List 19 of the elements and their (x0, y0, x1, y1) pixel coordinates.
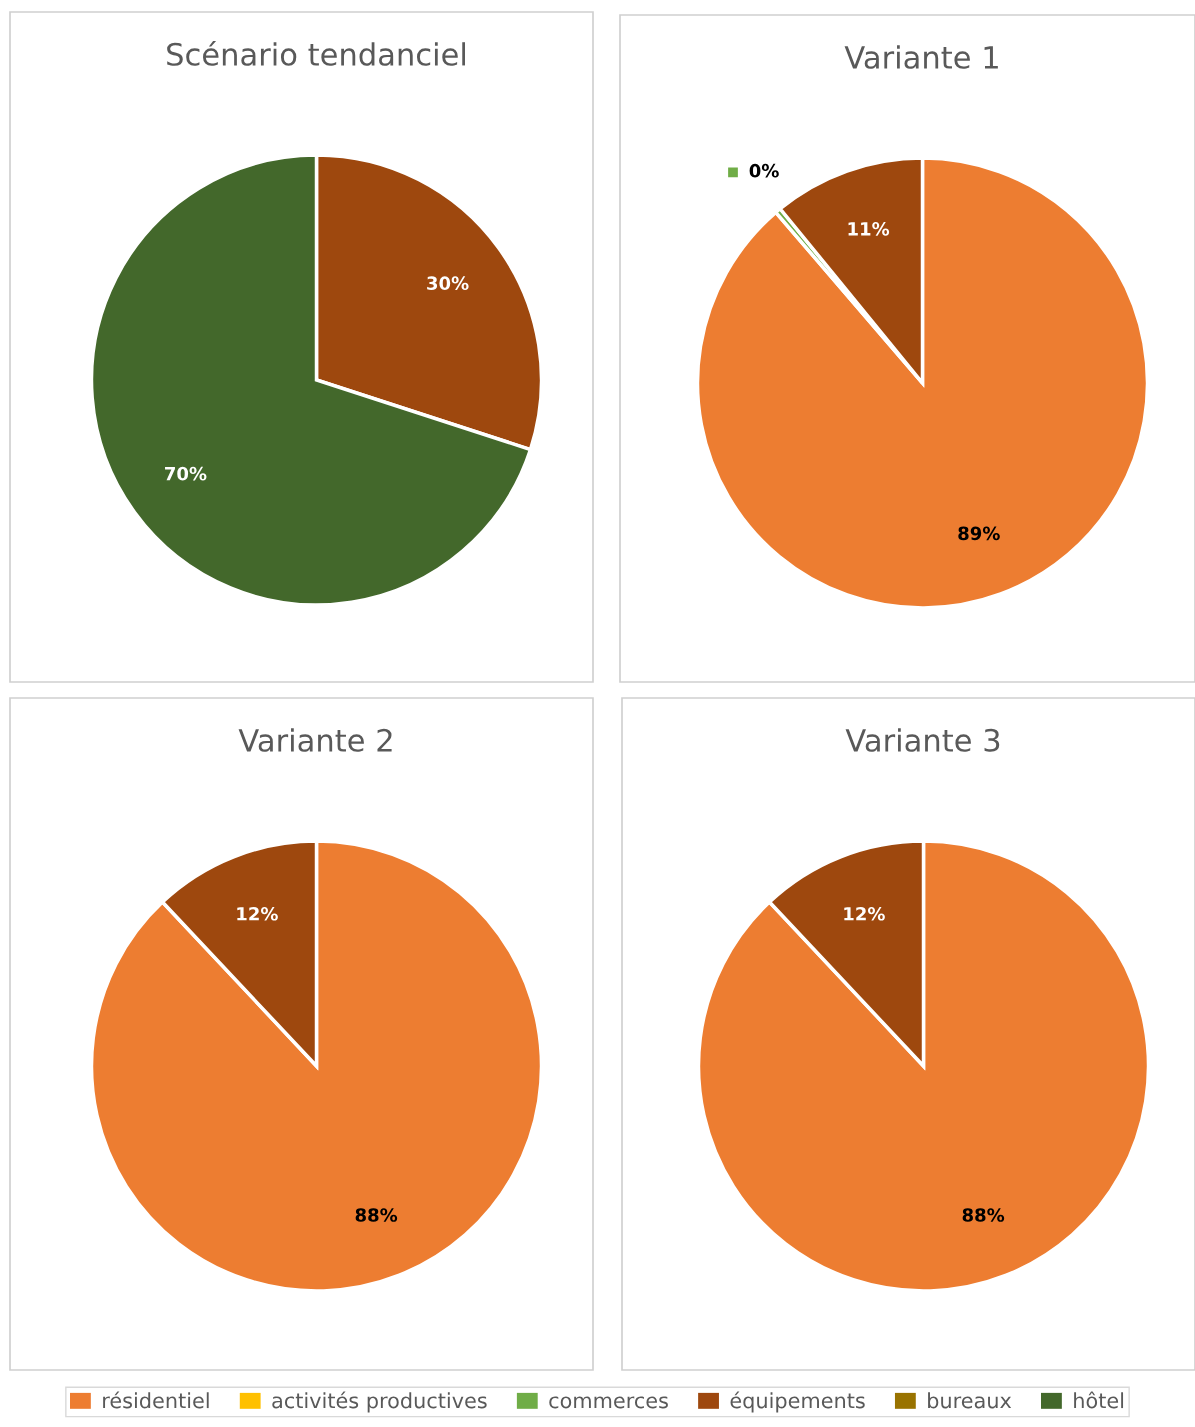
data-label: 88% (962, 1208, 1005, 1222)
legend-label: résidentiel (103, 1391, 209, 1409)
legend-label: bureaux (928, 1392, 1012, 1409)
chart-title: Variante 1 (844, 45, 998, 69)
data-label: 11% (848, 221, 890, 236)
data-label: 88% (355, 1208, 398, 1222)
legend-label: hôtel (1074, 1391, 1124, 1409)
data-label: 12% (844, 906, 885, 921)
legend-label: activités productives (272, 1391, 487, 1413)
chart-title: Variante 3 (845, 728, 1000, 752)
data-label: 12% (237, 906, 278, 921)
data-label: 89% (958, 526, 1000, 541)
data-label: 70% (165, 466, 207, 481)
chart-title: Scénario tendanciel (167, 40, 466, 66)
data-label: 30% (427, 276, 469, 291)
legend-label: commerces (549, 1396, 668, 1409)
data-label: 0% (749, 163, 779, 178)
legend-label: équipements (730, 1391, 865, 1413)
chart-title: Variante 2 (238, 728, 392, 752)
